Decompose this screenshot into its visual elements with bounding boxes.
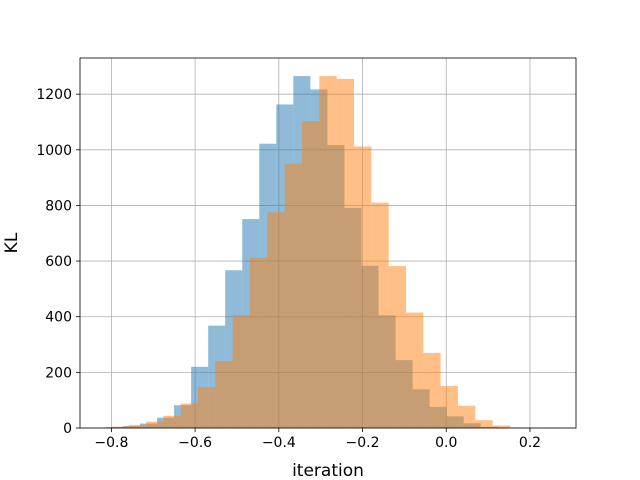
histogram-bar-series-2 (371, 202, 389, 428)
histogram-bar-series-2 (492, 425, 510, 428)
y-axis-label: KL (2, 232, 22, 253)
y-tick-label: 1000 (36, 143, 72, 159)
y-tick-label: 800 (45, 198, 72, 214)
histogram-bar-series-2 (319, 76, 337, 429)
plot-frame (79, 57, 577, 429)
y-tick-label: 0 (63, 421, 72, 437)
x-tick-label: 0.2 (519, 435, 541, 451)
histogram-bar-series-2 (163, 415, 181, 428)
x-axis-label: iteration (292, 461, 364, 480)
x-tick-label: −0.8 (94, 435, 128, 451)
x-tick-label: −0.4 (262, 435, 296, 451)
histogram-bar-series-2 (440, 385, 458, 428)
histogram-bar-series-2 (128, 424, 147, 428)
histogram-bar-series-2 (353, 146, 372, 428)
histogram-bar-series-2 (267, 212, 285, 428)
histogram-bar-series-2 (405, 312, 424, 428)
histogram-bar-series-2 (302, 121, 320, 428)
histogram-bar-series-2 (388, 266, 406, 428)
histogram-bar-series-2 (198, 387, 216, 428)
histogram-bar-series-2 (284, 163, 303, 428)
histogram-bar-series-2 (180, 403, 199, 428)
histogram-bars (105, 76, 562, 429)
x-axis-ticks: −0.8 −0.6 −0.4 −0.2 0.0 0.2 (94, 428, 541, 451)
histogram-bar-series-2 (336, 78, 354, 429)
y-tick-label: 400 (45, 310, 72, 326)
histogram-bar-series-2 (250, 257, 268, 428)
histogram-bar-series-2 (475, 420, 493, 428)
histogram-bar-series-2 (111, 426, 129, 428)
x-tick-label: −0.6 (178, 435, 212, 451)
y-tick-label: 600 (45, 254, 72, 270)
x-tick-label: −0.2 (346, 435, 380, 451)
y-tick-label: 200 (45, 365, 72, 381)
histogram-bar-series-2 (423, 352, 441, 428)
y-tick-label: 1200 (36, 87, 72, 103)
histogram-bar-series-2 (457, 405, 476, 428)
histogram-bar-series-2 (232, 315, 251, 428)
y-axis-ticks: 0 200 400 600 800 1000 1200 (36, 87, 80, 437)
x-tick-label: 0.0 (435, 435, 457, 451)
histogram-bar-series-2 (146, 421, 164, 428)
histogram-bar-series-2 (215, 360, 233, 428)
